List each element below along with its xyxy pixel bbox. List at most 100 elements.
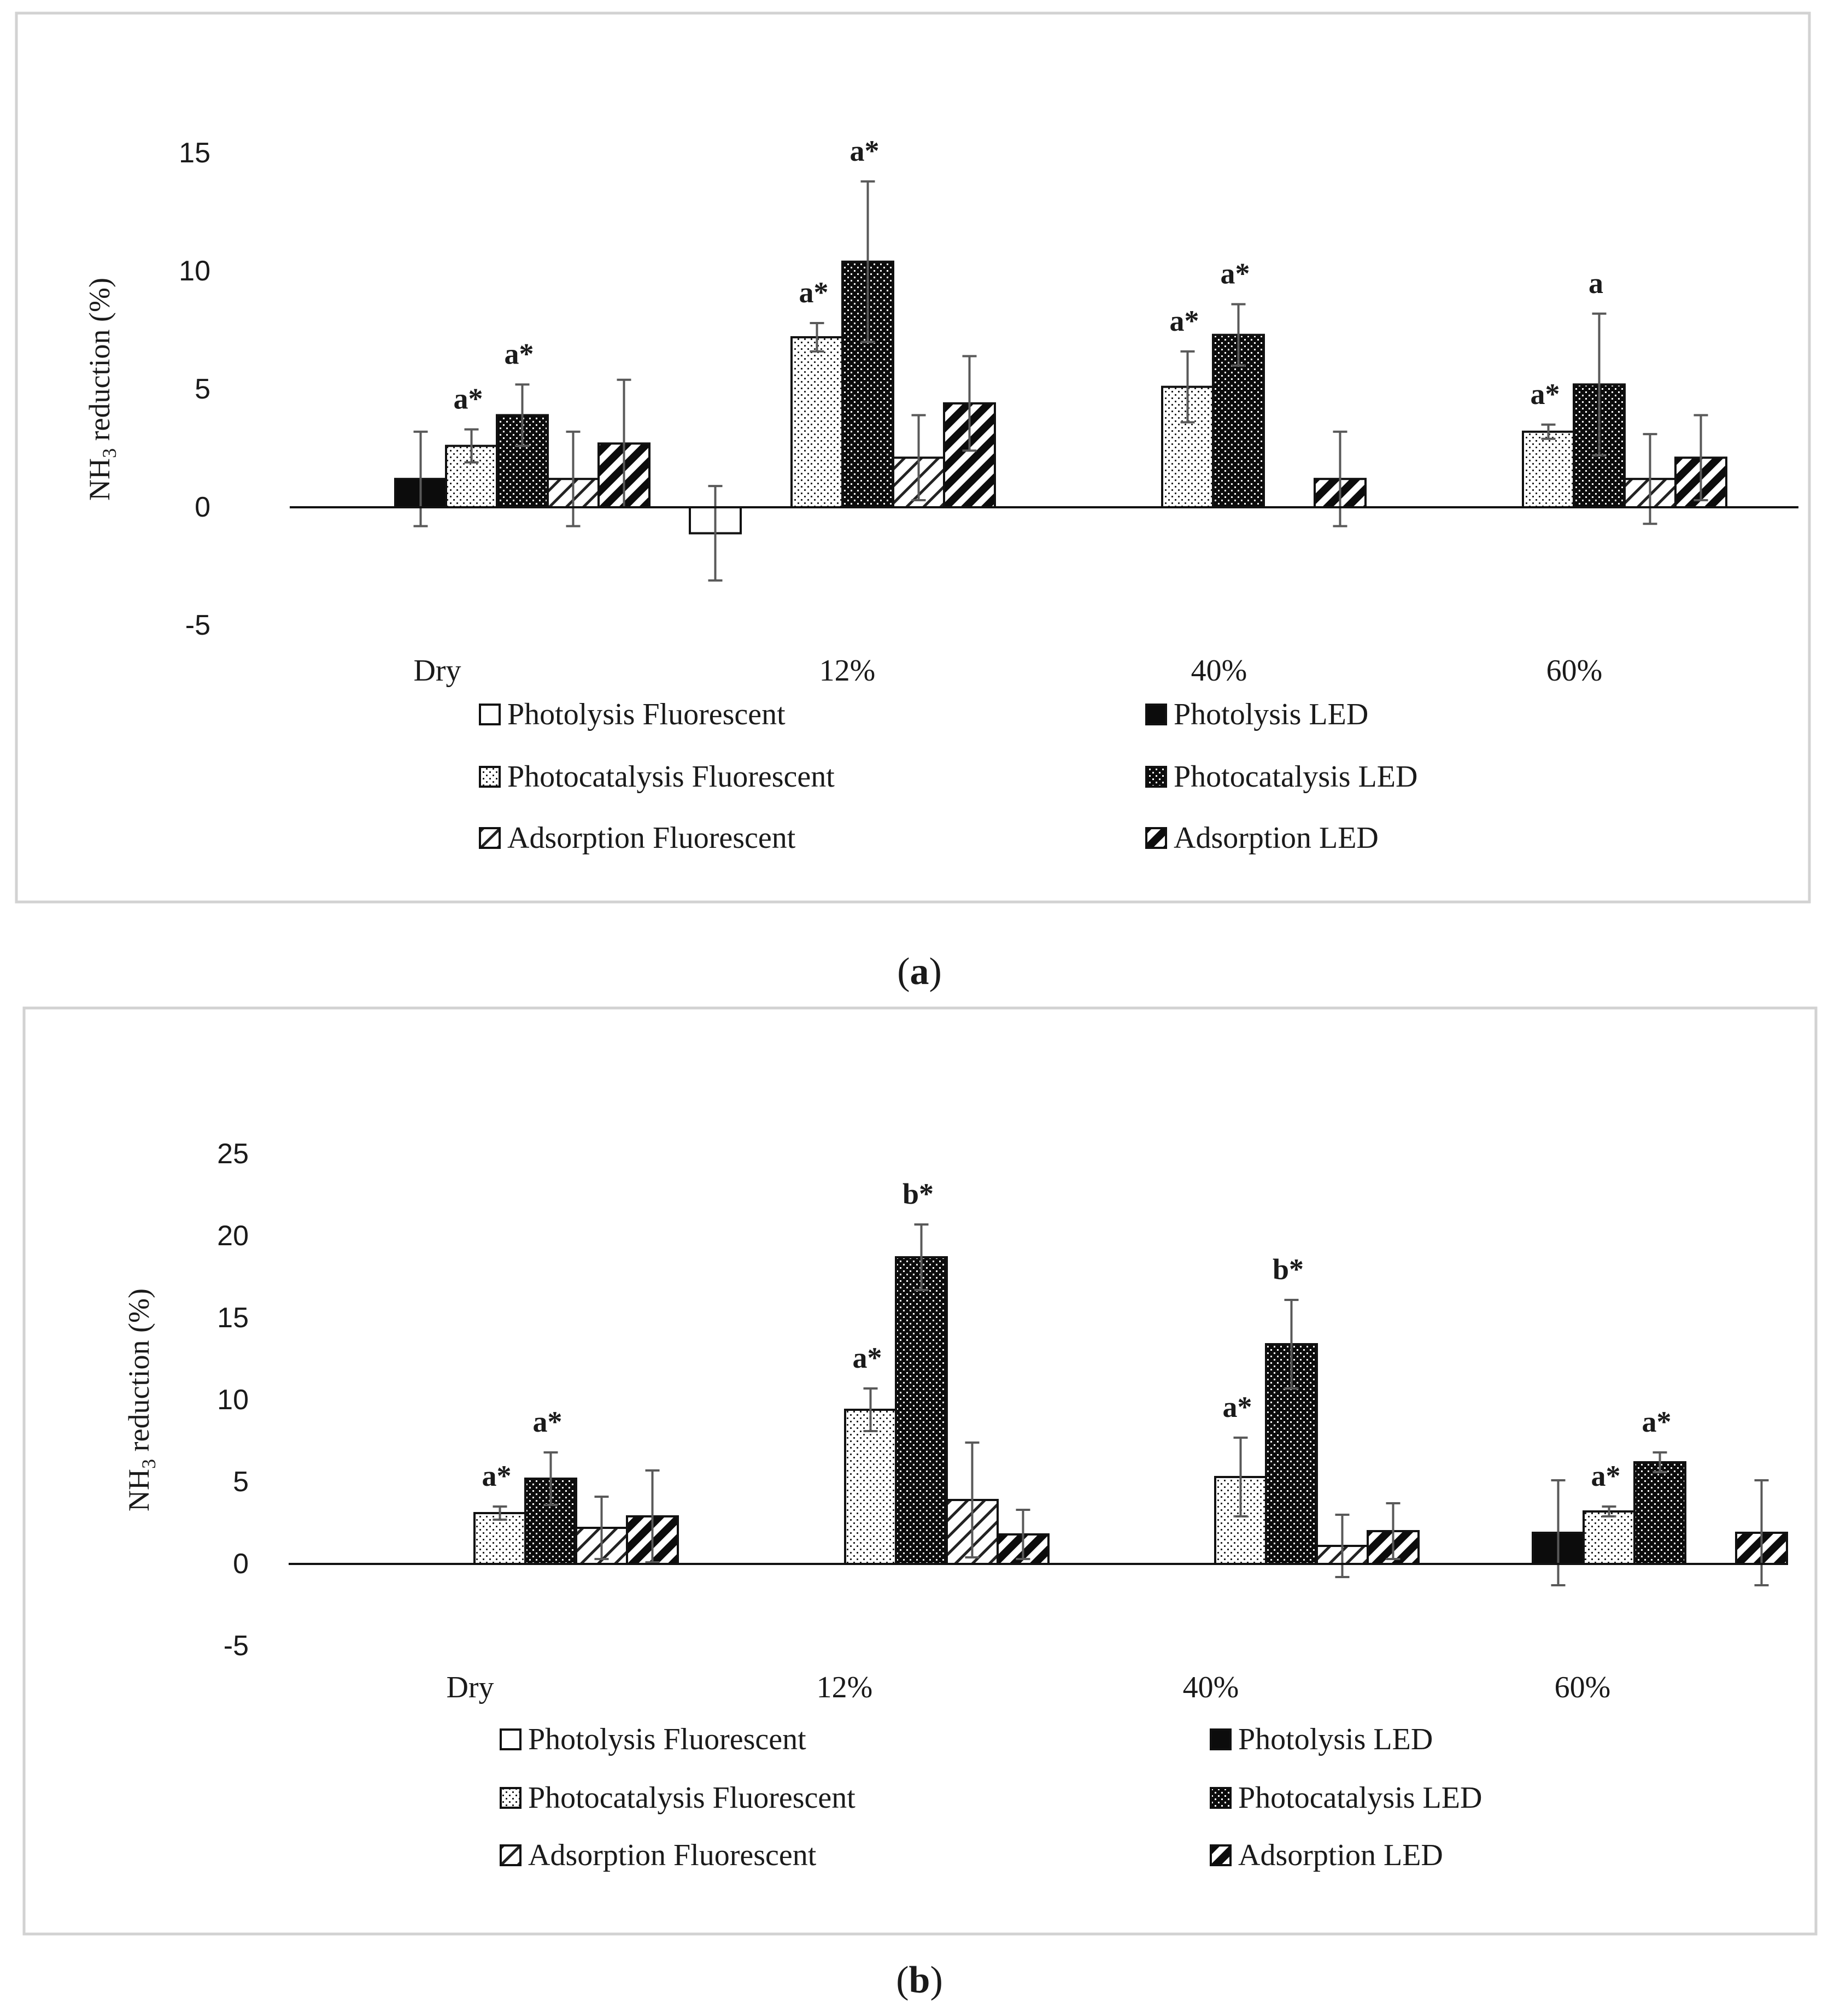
panel-a-caption-letter: a (910, 951, 929, 993)
panel-a-legend-swatch-photocatalysis-fluorescent (479, 766, 501, 788)
panel-a-annotation-12pct-photocatalysis-fluorescent: a* (799, 276, 829, 309)
panel-a-annotation-40pct-photocatalysis-fluorescent: a* (1170, 304, 1199, 337)
panel-a-error-bar-12pct-photocatalysis-led (860, 180, 875, 343)
panel-b-legend-label-photocatalysis-fluorescent: Photocatalysis Fluorescent (528, 1781, 855, 1815)
panel-a-bar-60pct-photocatalysis-fluorescent (1522, 430, 1575, 509)
chart-panel-b: 25 20 15 10 5 0 -5 NH3 reduction (%) Dry 12% 40% 60… (122, 1138, 1788, 1872)
panel-a-legend-swatch-photolysis-led (1145, 704, 1167, 725)
panel-b-category-label-40pct: 40% (1183, 1671, 1239, 1704)
panel-a-annotation-dry-photocatalysis-fluorescent: a* (454, 382, 483, 415)
panel-a-category-label-60pct: 60% (1546, 654, 1603, 688)
panel-b-error-bar-12pct-adsorption-fluorescent (965, 1441, 980, 1558)
panel-a-error-bar-dry-photolysis-led (413, 430, 428, 528)
panel-a-annotation-dry-photocatalysis-led: a* (505, 337, 534, 370)
panel-a-y-axis-title: NH3 reduction (%) (83, 278, 120, 501)
panel-a-annotation-60pct-photocatalysis-led: a (1589, 267, 1603, 300)
panel-a-error-bar-dry-adsorption-fluorescent (566, 430, 581, 528)
panel-a-legend-swatch-photolysis-fluorescent (479, 704, 501, 725)
panel-a-annotation-40pct-photocatalysis-led: a* (1221, 257, 1250, 290)
panel-b-y-axis-title-sub: 3 (138, 1459, 160, 1469)
panel-b-legend: Photolysis Fluorescent Photolysis LED Phot… (500, 1722, 1482, 1872)
panel-a-caption-open: ( (897, 951, 910, 993)
panel-b-bar-60pct-photocatalysis-fluorescent (1583, 1510, 1636, 1565)
panel-a-ytick-label: -5 (185, 610, 210, 641)
panel-a-caption-close: ) (929, 951, 942, 993)
panel-a-error-bar-12pct-photocatalysis-fluorescent (810, 322, 824, 353)
panel-b-error-bar-40pct-photocatalysis-led (1284, 1299, 1299, 1390)
panel-a-category-label-12pct: 12% (819, 654, 876, 688)
panel-b-bar-60pct-photocatalysis-led (1633, 1461, 1686, 1565)
panel-b-error-bar-12pct-photocatalysis-fluorescent (863, 1387, 878, 1432)
panel-b-category-label-12pct: 12% (817, 1671, 873, 1704)
panel-b-ytick-label: 20 (217, 1220, 249, 1252)
panel-a-annotation-12pct-photocatalysis-led: a* (850, 134, 880, 167)
panel-a-error-bar-dry-photocatalysis-fluorescent (464, 428, 479, 464)
panel-b-annotation-60pct-photocatalysis-led: a* (1642, 1405, 1672, 1438)
panel-b-ytick-label: -5 (224, 1630, 249, 1662)
panel-b-legend-label-adsorption-fluorescent: Adsorption Fluorescent (528, 1838, 817, 1872)
panel-b-annotation-40pct-photocatalysis-led: b* (1273, 1253, 1304, 1286)
panel-b-y-axis-title-main: NH (122, 1469, 155, 1511)
panel-b-caption-close: ) (930, 1959, 942, 2001)
panel-b-error-bar-dry-adsorption-led (645, 1469, 660, 1563)
panel-b-caption-open: ( (896, 1959, 909, 2001)
panel-b-legend-swatch-adsorption-led (1210, 1844, 1232, 1866)
panel-a-legend-swatch-adsorption-led (1145, 827, 1167, 849)
panel-b-error-bar-60pct-photocatalysis-led (1653, 1451, 1667, 1473)
panel-a-legend-label-adsorption-led: Adsorption LED (1174, 821, 1379, 855)
panel-b-error-bar-12pct-adsorption-led (1016, 1509, 1030, 1560)
panel-a-y-axis-title-rest: reduction (%) (83, 278, 116, 448)
panel-a-error-bar-60pct-adsorption-led (1693, 414, 1708, 502)
panel-a-ytick-label: 15 (179, 137, 210, 169)
panel-a-frame (15, 11, 1811, 904)
panel-b-ytick-label: 0 (233, 1548, 249, 1580)
panel-a-legend-label-adsorption-fluorescent: Adsorption Fluorescent (507, 821, 796, 855)
panel-a-ytick-label: 10 (179, 255, 210, 287)
panel-a-error-bar-40pct-photocatalysis-led (1231, 303, 1246, 367)
panel-b-bar-12pct-photocatalysis-fluorescent (844, 1409, 897, 1565)
panel-b-legend-label-photolysis-led: Photolysis LED (1238, 1722, 1433, 1756)
panel-b-legend-swatch-photocatalysis-fluorescent (500, 1787, 521, 1809)
panel-b-frame (22, 1006, 1818, 1936)
panel-b-error-bar-40pct-photocatalysis-fluorescent (1233, 1437, 1248, 1517)
panel-a-legend-label-photocatalysis-led: Photocatalysis LED (1174, 760, 1417, 794)
panel-b-annotation-12pct-photocatalysis-led: b* (903, 1177, 934, 1210)
panel-b-ytick-label: 15 (217, 1302, 249, 1334)
panel-a-legend-swatch-adsorption-fluorescent (479, 827, 501, 849)
panel-b-legend-label-adsorption-led: Adsorption LED (1238, 1838, 1443, 1872)
panel-a-ytick-label: 5 (195, 373, 210, 405)
panel-a-category-label-40pct: 40% (1191, 654, 1247, 688)
panel-b-caption-letter: b (909, 1959, 930, 2001)
panel-a-legend-label-photolysis-fluorescent: Photolysis Fluorescent (507, 698, 786, 731)
panel-a-error-bar-12pct-adsorption-fluorescent (911, 414, 926, 502)
panel-b-annotation-12pct-photocatalysis-fluorescent: a* (853, 1341, 882, 1374)
panel-b-error-bar-60pct-photocatalysis-fluorescent (1602, 1505, 1616, 1517)
panel-b-annotation-dry-photocatalysis-fluorescent: a* (482, 1460, 512, 1492)
panel-a-legend-label-photocatalysis-fluorescent: Photocatalysis Fluorescent (507, 760, 835, 794)
panel-a-error-bar-60pct-photocatalysis-led (1592, 312, 1607, 456)
panel-a-error-bar-12pct-adsorption-led (962, 355, 977, 452)
chart-panel-a: 15 10 5 0 -5 NH3 reduction (%) Dry 12% 40% 60% a* a… (83, 134, 1798, 855)
panel-a-ytick-label: 0 (195, 491, 210, 523)
panel-b-legend-label-photocatalysis-led: Photocatalysis LED (1238, 1781, 1482, 1815)
panel-a-category-label-dry: Dry (413, 654, 461, 688)
panel-a-bar-12pct-photocatalysis-fluorescent (790, 336, 843, 509)
panel-b-ytick-label: 10 (217, 1384, 249, 1416)
panel-a-caption: (a) (897, 951, 942, 993)
panel-b-error-bar-60pct-photolysis-led (1551, 1479, 1566, 1586)
panel-b-annotation-60pct-photocatalysis-fluorescent: a* (1591, 1460, 1621, 1492)
panel-b-annotation-dry-photocatalysis-led: a* (533, 1405, 562, 1438)
panel-b-error-bar-40pct-adsorption-fluorescent (1335, 1514, 1350, 1578)
panel-b-y-axis-title-rest: reduction (%) (122, 1288, 155, 1459)
panel-b-legend-swatch-photolysis-led (1210, 1728, 1232, 1750)
panel-b-error-bar-12pct-photocatalysis-led (914, 1223, 929, 1291)
panel-b-y-axis-title: NH3 reduction (%) (122, 1288, 160, 1511)
panel-b-error-bar-dry-adsorption-fluorescent (594, 1496, 609, 1560)
panel-b-ytick-label: 25 (217, 1138, 249, 1170)
panel-b-legend-swatch-photocatalysis-led (1210, 1787, 1232, 1809)
panel-a-legend-label-photolysis-led: Photolysis LED (1174, 698, 1368, 731)
panel-a-error-bar-40pct-adsorption-led (1333, 430, 1347, 528)
panel-b-legend-label-photolysis-fluorescent: Photolysis Fluorescent (528, 1722, 806, 1756)
panel-b-annotation-40pct-photocatalysis-fluorescent: a* (1223, 1391, 1252, 1423)
